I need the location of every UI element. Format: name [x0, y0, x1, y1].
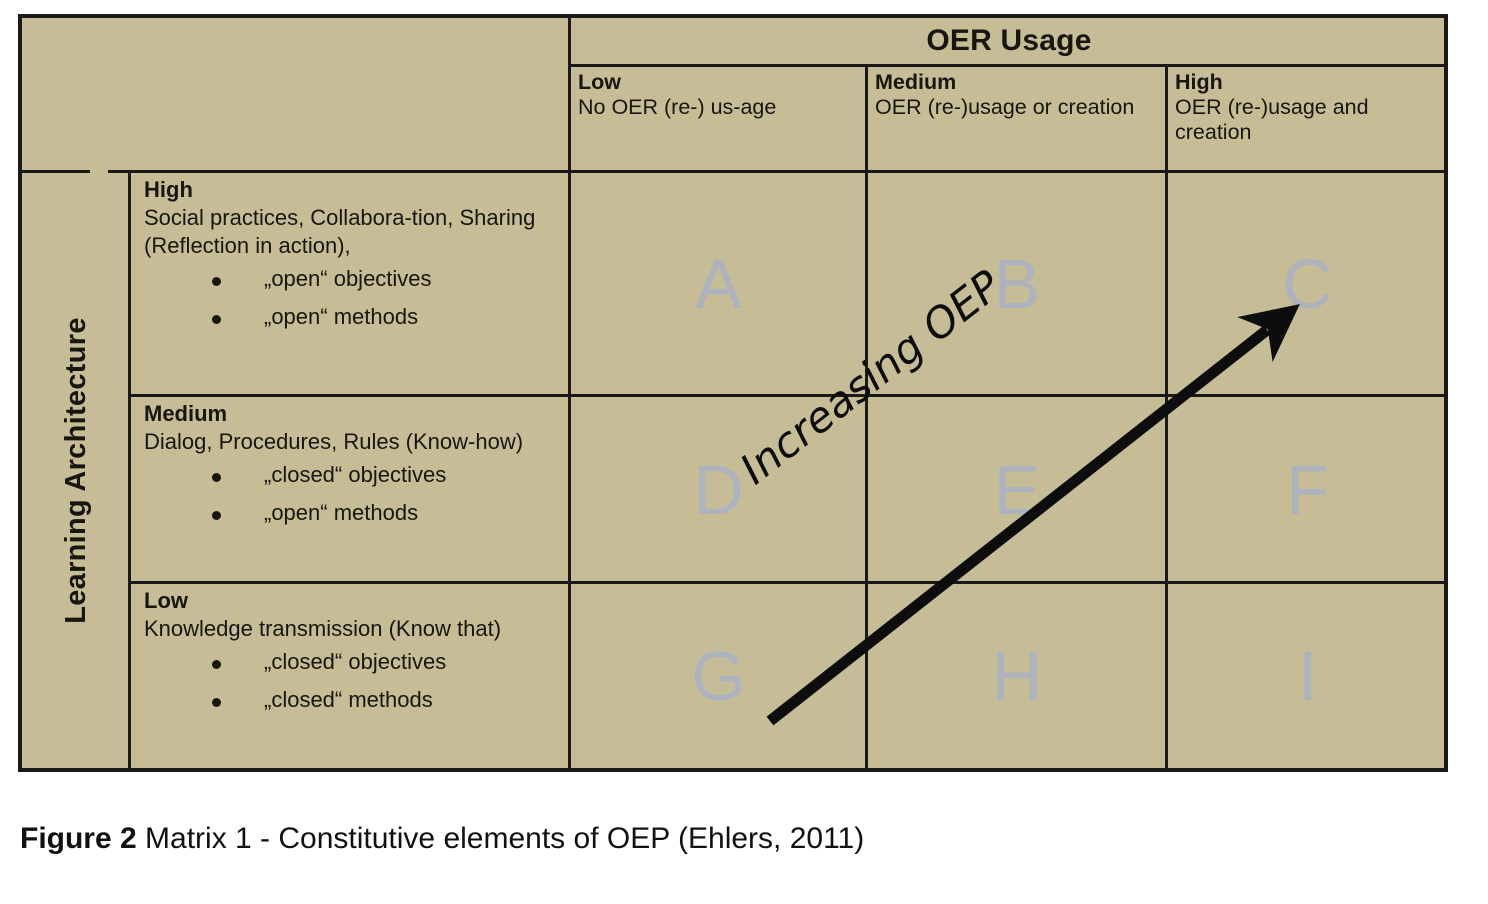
column-header-high-description: OER (re-)usage and creation — [1175, 95, 1369, 144]
column-header-high-level: High — [1175, 70, 1223, 94]
column-header-high: High OER (re-)usage and creation — [1167, 66, 1448, 170]
grid-rule-col0-right — [568, 18, 571, 768]
matrix-cell-f: F — [1286, 450, 1329, 529]
column-header-medium-level: Medium — [875, 70, 957, 94]
row-header-high-bullets: „open“ objectives „open“ methods — [144, 260, 562, 336]
figure-caption: Figure 2 Matrix 1 - Constitutive element… — [20, 822, 864, 856]
list-item: „open“ methods — [144, 494, 562, 532]
row-header-medium-description: Dialog, Procedures, Rules (Know-how) — [144, 429, 524, 454]
list-item: „open“ methods — [144, 298, 562, 336]
row-header-high-level: High — [144, 177, 193, 202]
matrix-cell-b: B — [993, 245, 1041, 323]
list-item: „open“ objectives — [144, 260, 562, 298]
column-axis-title: OER Usage — [926, 24, 1092, 57]
grid-rule-header-bottom — [570, 64, 1448, 67]
row-header-high-description: Social practices, Collabora-tion, Sharin… — [144, 205, 536, 258]
figure-caption-text: Matrix 1 - Constitutive elements of OEP … — [136, 822, 865, 855]
matrix-cell-d: D — [693, 450, 744, 529]
column-header-low-description: No OER (re-) us-age — [578, 95, 777, 119]
column-header-low: Low No OER (re-) us-age — [570, 66, 867, 170]
row-header-low-level: Low — [144, 588, 188, 613]
row-header-medium: Medium Dialog, Procedures, Rules (Know-h… — [130, 396, 570, 583]
matrix-cell-e: E — [993, 450, 1041, 529]
list-item: „closed“ methods — [144, 681, 562, 719]
row-header-high: High Social practices, Collabora-tion, S… — [130, 172, 570, 396]
grid-rule-row0-bottom-right — [108, 170, 1448, 173]
matrix-cell-a: A — [695, 245, 742, 323]
matrix-cell-i: I — [1297, 636, 1318, 715]
row-axis-title-label: Learning Architecture — [59, 316, 92, 624]
row-header-low-description: Knowledge transmission (Know that) — [144, 616, 502, 641]
grid-rule-axis-divider — [128, 170, 131, 768]
row-header-low: Low Knowledge transmission (Know that) „… — [130, 583, 570, 768]
column-header-medium: Medium OER (re-)usage or creation — [867, 66, 1167, 170]
matrix-cell-c: C — [1282, 245, 1333, 323]
list-item: „closed“ objectives — [144, 643, 562, 681]
row-header-low-bullets: „closed“ objectives „closed“ methods — [144, 643, 562, 719]
list-item: „closed“ objectives — [144, 456, 562, 494]
row-header-medium-bullets: „closed“ objectives „open“ methods — [144, 456, 562, 532]
matrix-cell-h: H — [991, 636, 1043, 715]
row-axis-title: Learning Architecture — [22, 172, 130, 768]
column-header-medium-description: OER (re-)usage or creation — [875, 95, 1135, 119]
row-header-medium-level: Medium — [144, 401, 228, 426]
grid-rule-row0-bottom-left — [22, 170, 90, 173]
matrix-cell-g: G — [691, 636, 746, 715]
figure-caption-number: Figure 2 — [20, 822, 137, 855]
oep-matrix-table: OER Usage Low No OER (re-) us-age Medium… — [18, 14, 1448, 772]
column-header-low-level: Low — [578, 70, 621, 94]
